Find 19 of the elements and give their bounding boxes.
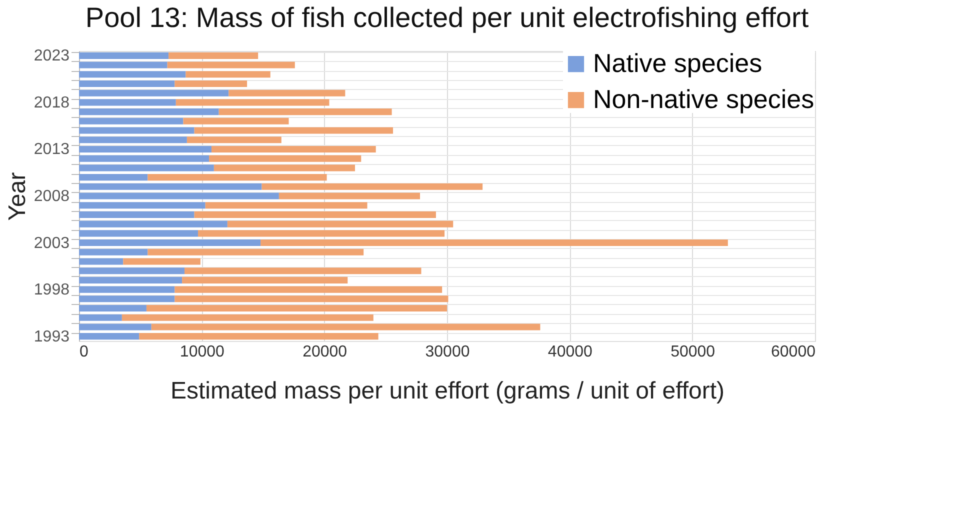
x-tick-label: 0	[80, 344, 88, 360]
legend-label: Native species	[593, 48, 762, 78]
legend-label: Non-native species	[593, 84, 814, 114]
y-tick-label: 2018	[34, 94, 70, 112]
chart-title: Pool 13: Mass of fish collected per unit electrofishing effort	[85, 2, 809, 34]
x-tick-label: 10000	[180, 344, 225, 360]
y-tick-label: 2013	[34, 141, 70, 158]
x-tick-label: 40000	[548, 344, 593, 360]
y-tick-label: 2023	[34, 48, 70, 65]
y-tick-label: 1993	[34, 328, 70, 346]
x-axis-title: Estimated mass per unit effort (grams / unit of effort)	[170, 378, 725, 404]
y-tick-label: 2008	[34, 188, 70, 205]
y-tick-label: 1998	[34, 282, 70, 299]
x-tick-label: 60000	[771, 344, 816, 360]
y-tick-label: 2003	[34, 234, 70, 252]
x-tick-label: 20000	[302, 344, 348, 360]
y-axis-title: Year	[4, 172, 31, 221]
x-tick-label: 30000	[425, 344, 470, 360]
x-tick-label: 50000	[670, 344, 716, 360]
